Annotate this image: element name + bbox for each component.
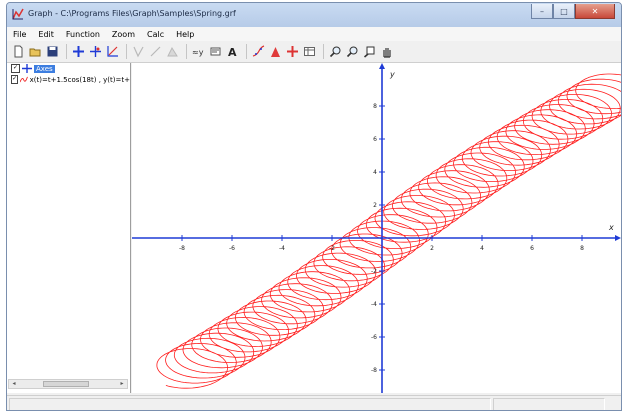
horizontal-scrollbar[interactable]: ◂ ▸ [8,379,128,389]
svg-text:A: A [228,46,237,58]
y-tick-label: 8 [373,103,377,110]
y-axis-arrow [379,63,385,69]
menu-edit[interactable]: Edit [38,29,54,39]
new-file-icon[interactable] [11,44,26,59]
tangent-icon[interactable] [131,44,146,59]
x-tick-label: 8 [580,245,584,252]
x-tick-label: -2 [329,245,335,252]
add-axes-icon[interactable] [71,44,86,59]
add-point-icon[interactable] [88,44,103,59]
graph-area[interactable]: x y -8 -6 -4 -2 2 4 6 8 8 6 4 2 -2 -4 -6 -8 [132,63,621,393]
scroll-thumb[interactable] [43,381,89,387]
list-item-label: x(t)=t+1.5cos(18t) , y(t)=t+ [29,75,130,84]
save-icon[interactable] [45,44,60,59]
maximize-button[interactable]: □ [553,4,575,19]
window-title: Graph - C:\Programs Files\Graph\Samples\… [28,9,236,18]
x-axis-arrow [615,235,621,241]
x-tick-label: -4 [279,245,285,252]
insert-function-icon[interactable] [105,44,120,59]
list-item[interactable]: ✓ Axes [7,63,130,74]
svg-text:≈y: ≈y [192,48,204,57]
scroll-left-button[interactable]: ◂ [12,380,16,387]
y-tick-label: -6 [371,334,377,341]
close-button[interactable]: ✕ [575,4,615,19]
evaluate-icon[interactable] [268,44,283,59]
function-list-panel[interactable]: ✓ Axes ✓ x(t)=t+1.5cos(18t) , y(t)=t+ ◂ … [7,63,131,393]
app-window: Graph - C:\Programs Files\Graph\Samples\… [6,2,622,411]
list-item[interactable]: ✓ x(t)=t+1.5cos(18t) , y(t)=t+ [7,74,130,85]
status-bar [7,395,621,410]
menu-file[interactable]: File [13,29,27,39]
text-icon[interactable]: A [225,44,240,59]
insert-label-icon[interactable] [285,44,300,59]
y-tick-label: 4 [373,169,377,176]
title-bar[interactable]: Graph - C:\Programs Files\Graph\Samples\… [7,3,621,28]
label-icon[interactable] [208,44,223,59]
menu-function[interactable]: Function [65,29,100,39]
x-tick-label: 6 [530,245,534,252]
graph-canvas[interactable]: x y -8 -6 -4 -2 2 4 6 8 8 6 4 2 -2 -4 -6 -8 [132,63,621,393]
menu-calc[interactable]: Calc [146,29,165,39]
menu-help[interactable]: Help [176,29,195,39]
relation-icon[interactable] [148,44,163,59]
zoom-in-icon[interactable] [328,44,343,59]
x-tick-label: 2 [430,245,434,252]
y-tick-label: 6 [373,136,377,143]
checkbox[interactable]: ✓ [11,75,19,84]
series-icon[interactable]: ≈y [191,44,206,59]
x-tick-label: 4 [480,245,484,252]
open-file-icon[interactable] [28,44,43,59]
y-tick-label: -4 [371,301,377,308]
table-icon[interactable] [302,44,317,59]
scroll-right-button[interactable]: ▸ [120,380,124,387]
x-axis-label: x [608,223,614,232]
y-axis-label: y [389,70,395,79]
trend-icon[interactable] [251,44,266,59]
x-tick-label: -8 [179,245,185,252]
status-pane-coords [493,398,605,410]
x-tick-label: -6 [229,245,235,252]
y-tick-label: -2 [371,268,377,275]
zoom-out-icon[interactable] [345,44,360,59]
toolbar: ≈y A [7,41,621,63]
menu-zoom[interactable]: Zoom [111,29,135,39]
shade-icon[interactable] [165,44,180,59]
y-tick-label: 2 [373,202,377,209]
zoom-fit-icon[interactable] [362,44,377,59]
status-pane-main [9,398,491,410]
list-item-label: Axes [34,64,55,73]
menu-bar: File Edit Function Zoom Calc Help [7,27,621,41]
graph-app-icon [12,8,24,20]
function-curve-icon [20,76,28,83]
checkbox[interactable]: ✓ [11,64,20,73]
function-curve [156,73,621,389]
minimize-button[interactable]: – [531,4,553,19]
axes-icon [22,64,32,73]
y-tick-label: -8 [371,367,377,374]
move-hand-icon[interactable] [379,44,394,59]
